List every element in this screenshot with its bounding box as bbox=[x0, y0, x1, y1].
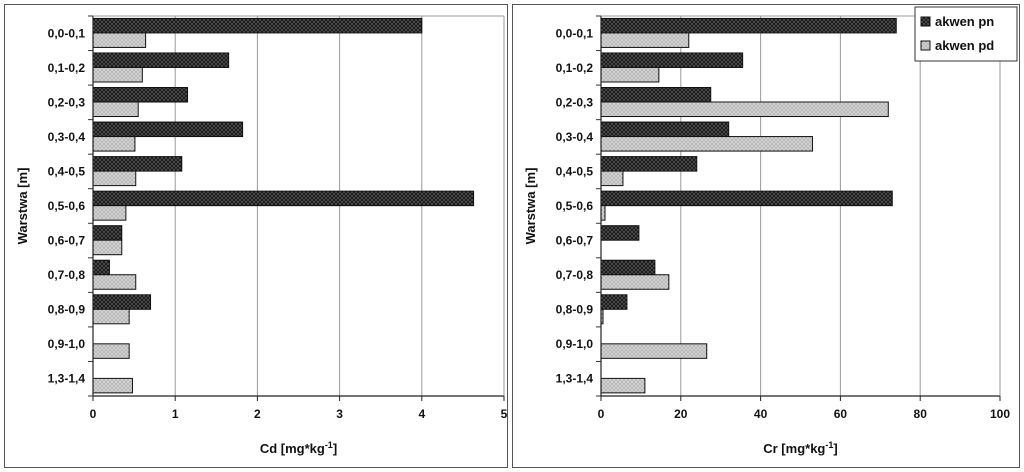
cd-chart: 0,0-0,1 0,1-0,2 0,2-0,3 0,3-0,4 0,4-0,5 0,5-0… bbox=[15, 15, 507, 456]
bar bbox=[600, 101, 889, 118]
legend-label: akwen pn bbox=[935, 14, 994, 29]
x-tick-label: 0 bbox=[90, 407, 97, 421]
legend-label: akwen pd bbox=[935, 38, 994, 53]
x-tick-label: 0 bbox=[598, 407, 605, 421]
y-tick-label: 0,2-0,3 bbox=[48, 95, 86, 109]
y-axis-title: Warstwa [m] bbox=[15, 168, 30, 245]
bar bbox=[600, 66, 660, 83]
x-tick-label: 3 bbox=[336, 407, 343, 421]
bar bbox=[600, 87, 712, 103]
y-tick-label: 0,3-0,4 bbox=[48, 130, 86, 144]
bar bbox=[600, 170, 624, 187]
y-tick-label: 0,8-0,9 bbox=[556, 303, 594, 317]
y-tick-label: 0,0-0,1 bbox=[48, 26, 86, 40]
bar bbox=[600, 136, 813, 152]
bar bbox=[600, 274, 670, 290]
cr-chart: 0,0-0,1 0,1-0,2 0,2-0,3 0,3-0,4 0,4-0,5 0,5-0… bbox=[523, 6, 1018, 456]
bar bbox=[92, 156, 183, 172]
bar bbox=[92, 101, 139, 118]
x-tick-label: 100 bbox=[990, 407, 1010, 421]
y-tick-label: 0,6-0,7 bbox=[556, 234, 594, 248]
bar bbox=[92, 17, 423, 34]
y-tick-label: 0,9-1,0 bbox=[48, 337, 86, 351]
bar bbox=[600, 225, 640, 241]
y-tick-label: 0,4-0,5 bbox=[48, 164, 86, 178]
y-tick-label: 0,5-0,6 bbox=[556, 199, 594, 213]
y-axis-title: Warstwa [m] bbox=[523, 168, 538, 245]
y-tick-label: 0,1-0,2 bbox=[556, 61, 594, 75]
y-tick-label: 1,3-1,4 bbox=[556, 372, 594, 386]
bar bbox=[600, 343, 708, 359]
x-tick-label: 40 bbox=[754, 407, 768, 421]
bar bbox=[600, 52, 744, 68]
x-axis-title: Cd [mg*kg-1] bbox=[260, 440, 337, 456]
bar bbox=[92, 205, 127, 221]
x-tick-label: 4 bbox=[418, 407, 425, 421]
bar bbox=[92, 343, 130, 359]
y-tick-label: 0,7-0,8 bbox=[556, 268, 594, 282]
x-tick-label: 20 bbox=[674, 407, 688, 421]
x-tick-label: 60 bbox=[834, 407, 848, 421]
bar bbox=[92, 239, 123, 256]
y-tick-label: 0,3-0,4 bbox=[556, 130, 594, 144]
y-tick-label: 0,9-1,0 bbox=[556, 337, 594, 351]
bar bbox=[92, 32, 147, 48]
bar bbox=[92, 66, 143, 83]
y-tick-label: 0,6-0,7 bbox=[48, 234, 86, 248]
bar bbox=[600, 377, 646, 394]
bar bbox=[92, 136, 136, 152]
bar bbox=[600, 156, 698, 172]
bar bbox=[92, 274, 137, 290]
bar bbox=[92, 190, 475, 207]
legend bbox=[914, 6, 1018, 62]
y-tick-label: 0,0-0,1 bbox=[556, 26, 594, 40]
bar bbox=[600, 17, 897, 34]
bar bbox=[92, 308, 130, 325]
bar bbox=[92, 294, 152, 310]
bar bbox=[92, 121, 244, 138]
legend-swatch bbox=[920, 40, 931, 51]
y-tick-label: 0,2-0,3 bbox=[556, 95, 594, 109]
bar bbox=[600, 259, 656, 276]
bar bbox=[92, 170, 137, 187]
y-tick-label: 0,5-0,6 bbox=[48, 199, 86, 213]
x-tick-label: 80 bbox=[914, 407, 928, 421]
x-tick-label: 2 bbox=[254, 407, 261, 421]
bar bbox=[600, 32, 690, 48]
bar bbox=[92, 259, 110, 276]
bar bbox=[92, 87, 189, 103]
x-axis-title: Cr [mg*kg-1] bbox=[763, 440, 837, 456]
y-tick-label: 0,4-0,5 bbox=[556, 164, 594, 178]
bar bbox=[92, 225, 123, 241]
y-tick-label: 0,7-0,8 bbox=[48, 268, 86, 282]
x-tick-label: 1 bbox=[172, 407, 179, 421]
bar bbox=[600, 294, 628, 310]
cr-chart-panel: 0,0-0,1 0,1-0,2 0,2-0,3 0,3-0,4 0,4-0,5 0,5-0… bbox=[512, 4, 1020, 468]
cd-chart-panel: 0,0-0,1 0,1-0,2 0,2-0,3 0,3-0,4 0,4-0,5 0,5-0… bbox=[4, 4, 508, 468]
legend-swatch bbox=[920, 16, 931, 27]
bar bbox=[92, 52, 230, 68]
y-tick-label: 1,3-1,4 bbox=[48, 372, 86, 386]
x-tick-label: 5 bbox=[501, 407, 507, 421]
y-tick-label: 0,1-0,2 bbox=[48, 61, 86, 75]
bar bbox=[600, 121, 730, 138]
bar bbox=[92, 377, 133, 394]
bar bbox=[600, 190, 893, 207]
y-tick-label: 0,8-0,9 bbox=[48, 303, 86, 317]
